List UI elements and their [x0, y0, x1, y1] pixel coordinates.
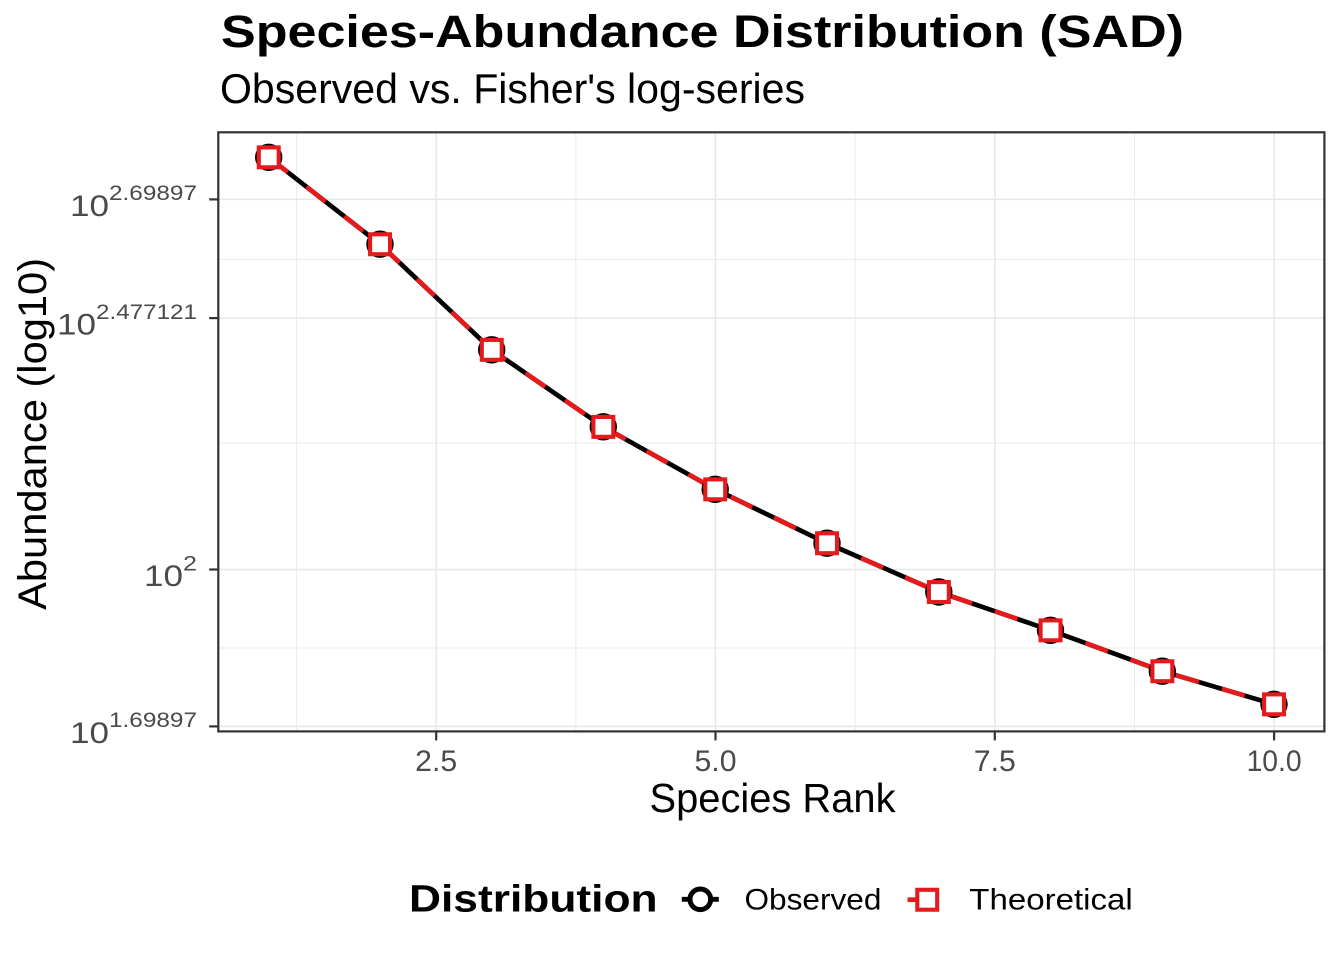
svg-text:Observed: Observed: [745, 884, 882, 917]
svg-text:10.0: 10.0: [1247, 745, 1302, 778]
svg-text:101.69897: 101.69897: [70, 709, 197, 750]
svg-text:102.69897: 102.69897: [70, 182, 197, 223]
svg-text:Species Rank: Species Rank: [650, 775, 896, 821]
svg-text:Abundance (log10): Abundance (log10): [11, 258, 55, 610]
svg-text:102.477121: 102.477121: [57, 301, 197, 342]
svg-text:Theoretical: Theoretical: [969, 884, 1132, 917]
svg-text:Distribution: Distribution: [409, 877, 658, 919]
svg-text:Observed vs. Fisher's log-seri: Observed vs. Fisher's log-series: [220, 65, 805, 112]
svg-text:5.0: 5.0: [695, 745, 737, 778]
svg-text:7.5: 7.5: [974, 745, 1016, 778]
svg-text:102: 102: [144, 552, 197, 593]
svg-text:2.5: 2.5: [415, 745, 457, 778]
svg-text:Species-Abundance Distribution: Species-Abundance Distribution (SAD): [221, 6, 1184, 57]
